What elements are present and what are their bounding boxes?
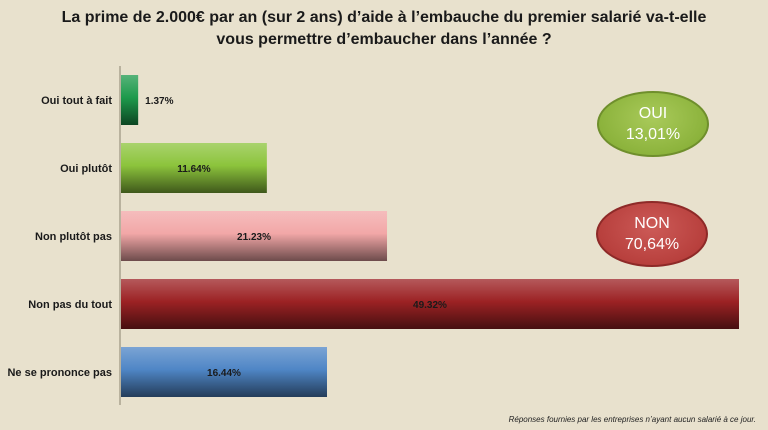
- non-summary-label: NON: [634, 215, 670, 232]
- value-label-3: 49.32%: [413, 300, 447, 311]
- oui-summary-label: OUI: [638, 105, 668, 122]
- category-label-4: Ne se prononce pas: [7, 367, 112, 379]
- value-label-4: 16.44%: [207, 368, 241, 379]
- non-summary-value: 70,64%: [624, 236, 680, 253]
- oui-summary-badge: OUI 13,01%: [597, 91, 709, 157]
- chart-title-line-1: La prime de 2.000€ par an (sur 2 ans) d’…: [61, 9, 707, 26]
- value-label-0: 1.37%: [145, 96, 173, 107]
- non-summary-badge: NON 70,64%: [596, 201, 708, 267]
- bar-1: [121, 143, 267, 193]
- chart-title-line-2: vous permettre d’embaucher dans l’année …: [216, 31, 552, 48]
- bar-0: [121, 75, 139, 125]
- oui-summary-value: 13,01%: [625, 126, 681, 143]
- value-label-1: 11.64%: [177, 164, 210, 175]
- category-label-1: Oui plutôt: [60, 163, 112, 175]
- footnote: Réponses fournies par les entreprises n’…: [508, 415, 756, 424]
- bar-3: [121, 279, 739, 329]
- value-label-2: 21.23%: [237, 232, 271, 243]
- bar-2: [121, 211, 388, 261]
- category-label-0: Oui tout à fait: [41, 95, 112, 107]
- bar-4: [121, 347, 327, 397]
- category-label-2: Non plutôt pas: [35, 231, 112, 243]
- category-label-3: Non pas du tout: [28, 299, 112, 311]
- chart-title: La prime de 2.000€ par an (sur 2 ans) d’…: [0, 7, 768, 51]
